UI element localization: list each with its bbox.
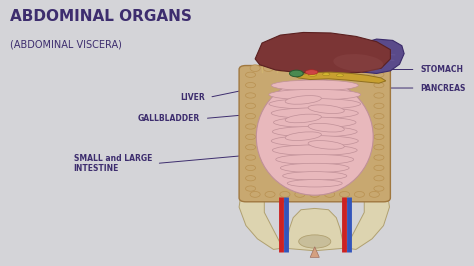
Ellipse shape — [308, 73, 317, 76]
Ellipse shape — [246, 124, 255, 129]
Ellipse shape — [271, 108, 358, 118]
Ellipse shape — [374, 72, 384, 77]
Ellipse shape — [273, 126, 357, 137]
Ellipse shape — [374, 165, 384, 171]
Ellipse shape — [361, 183, 388, 197]
Ellipse shape — [241, 183, 269, 197]
Ellipse shape — [290, 65, 300, 72]
Ellipse shape — [339, 192, 350, 197]
Ellipse shape — [355, 192, 365, 197]
Ellipse shape — [287, 180, 342, 187]
Ellipse shape — [356, 65, 366, 72]
Polygon shape — [310, 247, 319, 257]
Ellipse shape — [333, 54, 383, 72]
Ellipse shape — [299, 235, 331, 248]
Ellipse shape — [246, 165, 255, 171]
Polygon shape — [349, 39, 404, 73]
Ellipse shape — [308, 141, 344, 149]
Ellipse shape — [374, 155, 384, 160]
Ellipse shape — [285, 132, 321, 140]
Ellipse shape — [374, 82, 384, 88]
Ellipse shape — [276, 155, 354, 164]
Ellipse shape — [305, 70, 318, 74]
Ellipse shape — [310, 192, 320, 197]
Ellipse shape — [246, 134, 255, 139]
Ellipse shape — [308, 123, 344, 132]
Polygon shape — [239, 181, 283, 250]
Polygon shape — [295, 72, 386, 83]
Ellipse shape — [325, 192, 335, 197]
Ellipse shape — [250, 65, 260, 72]
Ellipse shape — [269, 89, 361, 100]
Ellipse shape — [246, 103, 255, 109]
Ellipse shape — [337, 74, 343, 77]
Ellipse shape — [374, 103, 384, 109]
Ellipse shape — [264, 65, 273, 72]
Ellipse shape — [283, 172, 347, 180]
Text: GALLBLADDER: GALLBLADDER — [138, 114, 200, 123]
Ellipse shape — [374, 134, 384, 139]
Ellipse shape — [374, 176, 384, 181]
FancyBboxPatch shape — [239, 65, 391, 202]
Ellipse shape — [273, 117, 356, 128]
Polygon shape — [255, 32, 391, 73]
Ellipse shape — [246, 186, 255, 191]
Ellipse shape — [374, 114, 384, 119]
Text: ABDOMINAL ORGANS: ABDOMINAL ORGANS — [10, 9, 192, 24]
Ellipse shape — [256, 79, 373, 195]
Polygon shape — [346, 181, 390, 250]
Ellipse shape — [343, 65, 353, 72]
Ellipse shape — [290, 70, 303, 77]
Text: STOMACH: STOMACH — [420, 65, 463, 74]
Ellipse shape — [246, 82, 255, 88]
Ellipse shape — [285, 114, 321, 123]
Text: (ABDOMINAL VISCERA): (ABDOMINAL VISCERA) — [10, 39, 122, 49]
Ellipse shape — [308, 105, 344, 114]
Ellipse shape — [374, 186, 384, 191]
Ellipse shape — [271, 136, 358, 146]
Ellipse shape — [246, 93, 255, 98]
Ellipse shape — [246, 176, 255, 181]
Ellipse shape — [269, 99, 361, 109]
Polygon shape — [283, 209, 346, 251]
Ellipse shape — [285, 95, 321, 104]
Ellipse shape — [273, 145, 357, 156]
Ellipse shape — [246, 144, 255, 150]
Ellipse shape — [316, 65, 327, 72]
Ellipse shape — [295, 192, 305, 197]
Ellipse shape — [280, 192, 290, 197]
Ellipse shape — [246, 114, 255, 119]
Text: SMALL and LARGE
INTESTINE: SMALL and LARGE INTESTINE — [73, 154, 152, 173]
Ellipse shape — [374, 144, 384, 150]
Ellipse shape — [265, 192, 275, 197]
Ellipse shape — [277, 65, 287, 72]
Ellipse shape — [280, 163, 349, 173]
Ellipse shape — [246, 72, 255, 77]
Ellipse shape — [303, 65, 313, 72]
Ellipse shape — [369, 65, 379, 72]
Ellipse shape — [271, 80, 358, 91]
Ellipse shape — [329, 65, 340, 72]
Ellipse shape — [322, 73, 330, 76]
Ellipse shape — [369, 192, 379, 197]
Text: PANCREAS: PANCREAS — [420, 84, 465, 93]
Ellipse shape — [374, 93, 384, 98]
Ellipse shape — [246, 155, 255, 160]
Ellipse shape — [250, 192, 260, 197]
Ellipse shape — [374, 124, 384, 129]
Text: LIVER: LIVER — [180, 93, 205, 102]
